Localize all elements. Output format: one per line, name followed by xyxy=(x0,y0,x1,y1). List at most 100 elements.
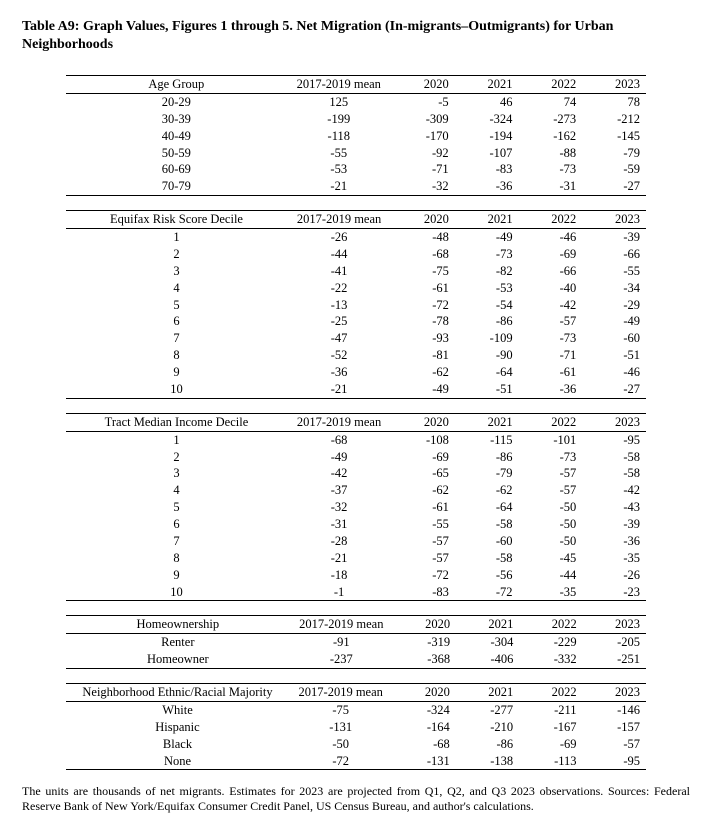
cell-value: -229 xyxy=(519,634,582,651)
cell-value: -251 xyxy=(583,651,646,668)
table-row: 20-29125-5467478 xyxy=(66,93,646,110)
col-header-year: 2021 xyxy=(455,211,519,229)
cell-value: -107 xyxy=(455,145,519,162)
cell-value: -79 xyxy=(455,465,519,482)
cell-value: -164 xyxy=(392,719,455,736)
cell-value: -194 xyxy=(455,128,519,145)
col-header-year: 2022 xyxy=(519,413,583,431)
cell-mean: -47 xyxy=(287,330,391,347)
cell-value: -62 xyxy=(455,482,519,499)
col-header-label: Age Group xyxy=(66,76,287,94)
cell-value: -32 xyxy=(391,178,455,195)
cell-value: -69 xyxy=(391,449,455,466)
cell-value: -58 xyxy=(582,449,646,466)
cell-mean: -13 xyxy=(287,297,391,314)
cell-value: -304 xyxy=(456,634,519,651)
table-row: 4-37-62-62-57-42 xyxy=(66,482,646,499)
cell-value: -73 xyxy=(518,161,582,178)
col-header-year: 2021 xyxy=(455,413,519,431)
cell-mean: -1 xyxy=(287,584,391,601)
cell-value: -62 xyxy=(391,364,455,381)
row-label: Homeowner xyxy=(66,651,290,668)
cell-value: -60 xyxy=(582,330,646,347)
cell-value: -45 xyxy=(519,550,583,567)
row-label: 20-29 xyxy=(66,93,287,110)
cell-value: -83 xyxy=(391,584,455,601)
table-row: 8-52-81-90-71-51 xyxy=(66,347,646,364)
table-row: 5-32-61-64-50-43 xyxy=(66,499,646,516)
table-row: Homeowner-237-368-406-332-251 xyxy=(66,651,646,668)
cell-value: -26 xyxy=(582,567,646,584)
cell-value: -57 xyxy=(391,533,455,550)
cell-value: -68 xyxy=(392,736,455,753)
row-label: 3 xyxy=(66,263,287,280)
col-header-label: Equifax Risk Score Decile xyxy=(66,211,287,229)
col-header-year: 2023 xyxy=(582,211,646,229)
cell-value: -49 xyxy=(582,313,646,330)
table-section: Neighborhood Ethnic/Racial Majority2017-… xyxy=(66,683,646,770)
cell-value: -51 xyxy=(455,381,519,398)
cell-value: -44 xyxy=(519,567,583,584)
cell-value: -95 xyxy=(582,431,646,448)
table-row: 2-44-68-73-69-66 xyxy=(66,246,646,263)
cell-value: -46 xyxy=(519,229,583,246)
cell-mean: -52 xyxy=(287,347,391,364)
row-label: 1 xyxy=(66,431,287,448)
row-label: 6 xyxy=(66,516,287,533)
table-row: 5-13-72-54-42-29 xyxy=(66,297,646,314)
table-row: White-75-324-277-211-146 xyxy=(66,701,646,718)
cell-value: -35 xyxy=(519,584,583,601)
cell-value: -39 xyxy=(582,229,646,246)
cell-mean: -42 xyxy=(287,465,391,482)
table-section: Tract Median Income Decile2017-2019 mean… xyxy=(66,413,646,602)
cell-value: -146 xyxy=(583,701,646,718)
row-label: Hispanic xyxy=(66,719,289,736)
table-row: 7-47-93-109-73-60 xyxy=(66,330,646,347)
col-header-year: 2021 xyxy=(456,616,519,634)
cell-value: -71 xyxy=(519,347,583,364)
col-header-year: 2023 xyxy=(583,684,646,702)
cell-value: -72 xyxy=(391,297,455,314)
cell-value: -35 xyxy=(582,550,646,567)
cell-value: -86 xyxy=(455,449,519,466)
cell-value: -57 xyxy=(519,465,583,482)
row-label: 8 xyxy=(66,347,287,364)
cell-mean: -21 xyxy=(287,178,391,195)
cell-value: -157 xyxy=(583,719,646,736)
col-header-year: 2023 xyxy=(583,616,646,634)
cell-mean: -22 xyxy=(287,280,391,297)
col-header-year: 2020 xyxy=(391,76,455,94)
table-row: 8-21-57-58-45-35 xyxy=(66,550,646,567)
cell-mean: -50 xyxy=(289,736,392,753)
cell-value: -42 xyxy=(582,482,646,499)
cell-value: -50 xyxy=(519,533,583,550)
cell-mean: -44 xyxy=(287,246,391,263)
cell-value: -42 xyxy=(519,297,583,314)
cell-value: -48 xyxy=(391,229,455,246)
cell-value: -82 xyxy=(455,263,519,280)
cell-value: -61 xyxy=(519,364,583,381)
table-row: 9-36-62-64-61-46 xyxy=(66,364,646,381)
cell-value: -54 xyxy=(455,297,519,314)
cell-mean: -31 xyxy=(287,516,391,533)
cell-mean: -28 xyxy=(287,533,391,550)
cell-value: -57 xyxy=(519,313,583,330)
cell-mean: -49 xyxy=(287,449,391,466)
table-section: Homeownership2017-2019 mean2020202120222… xyxy=(66,615,646,669)
cell-mean: -75 xyxy=(289,701,392,718)
cell-value: -138 xyxy=(456,753,519,770)
row-label: 3 xyxy=(66,465,287,482)
col-header-year: 2022 xyxy=(519,616,582,634)
table-row: 50-59-55-92-107-88-79 xyxy=(66,145,646,162)
cell-mean: -199 xyxy=(287,111,391,128)
cell-value: -57 xyxy=(583,736,646,753)
cell-value: -73 xyxy=(519,330,583,347)
table-section: Equifax Risk Score Decile2017-2019 mean2… xyxy=(66,210,646,399)
cell-value: -73 xyxy=(519,449,583,466)
cell-value: -57 xyxy=(391,550,455,567)
cell-value: -113 xyxy=(519,753,582,770)
cell-mean: -36 xyxy=(287,364,391,381)
cell-mean: -68 xyxy=(287,431,391,448)
table-row: 60-69-53-71-83-73-59 xyxy=(66,161,646,178)
table-row: 1-68-108-115-101-95 xyxy=(66,431,646,448)
